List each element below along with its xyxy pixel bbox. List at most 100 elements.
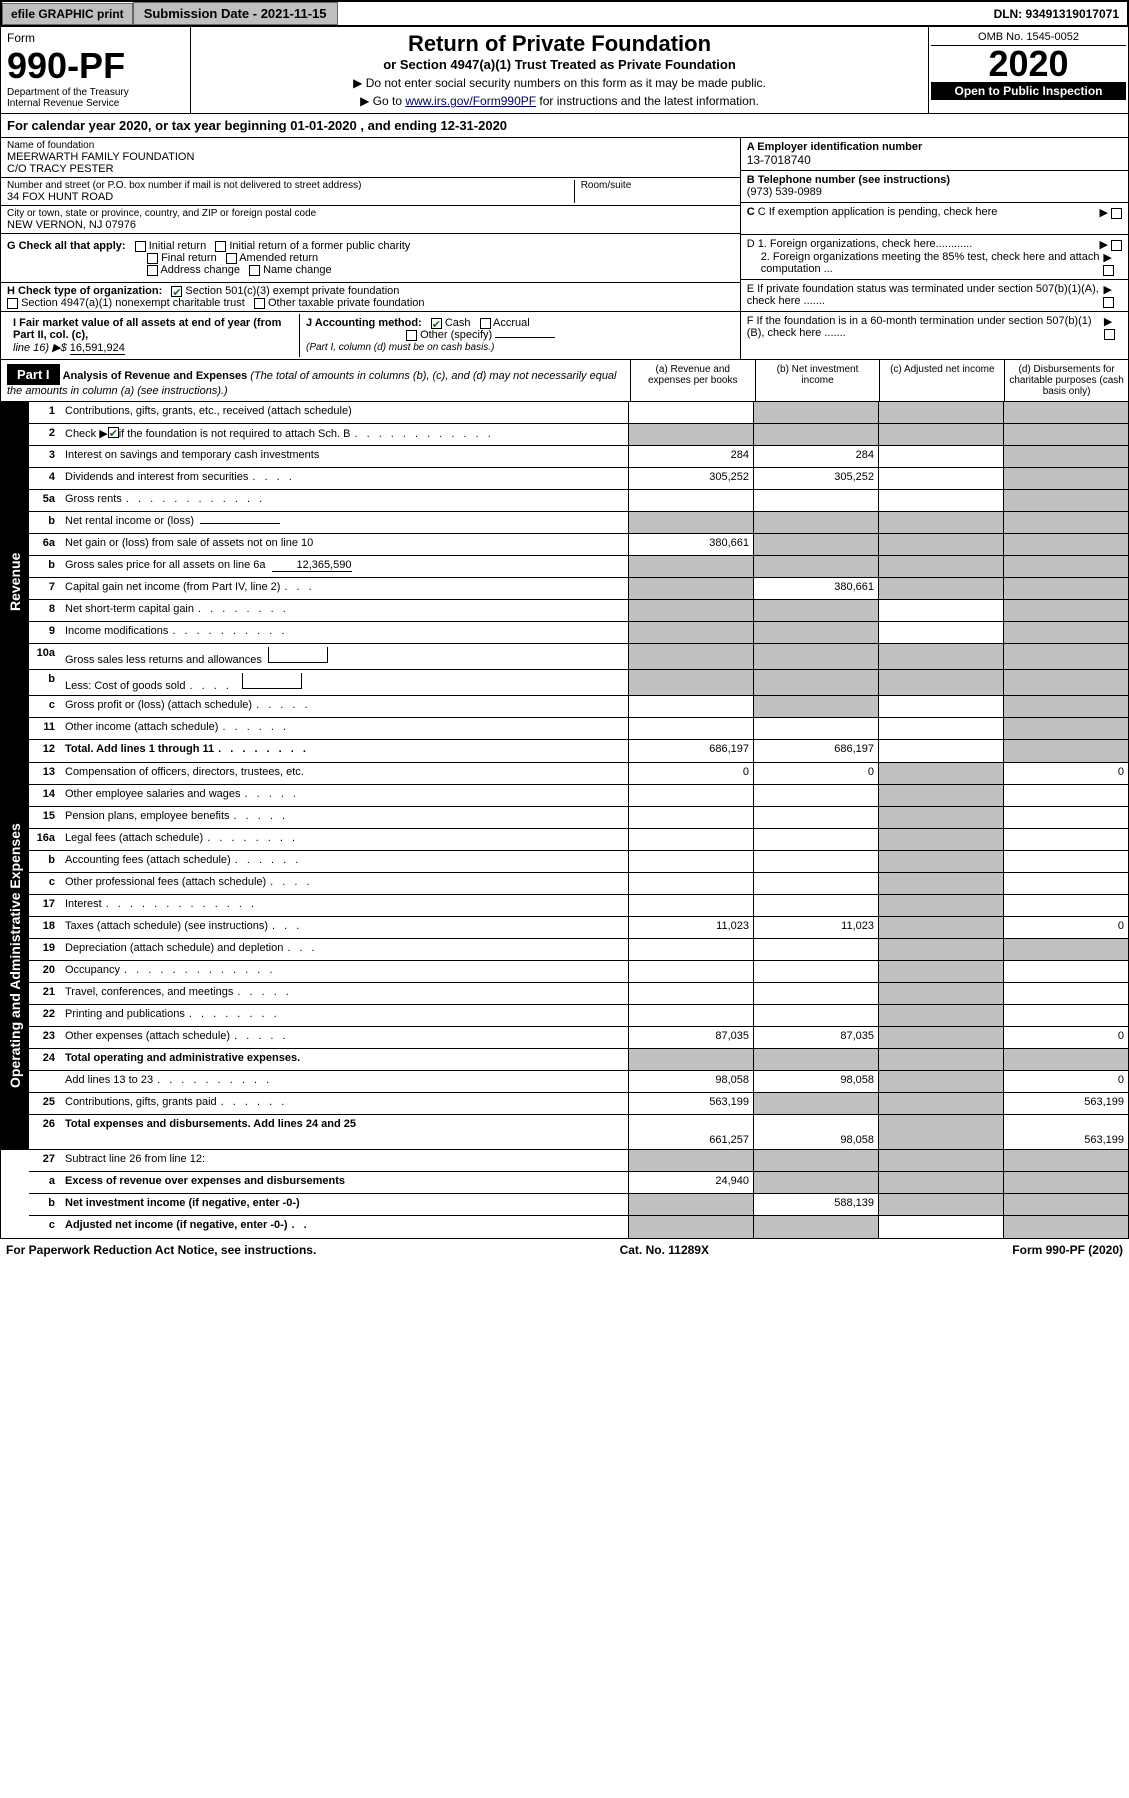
row-5b: Net rental income or (loss) xyxy=(61,512,628,533)
row-4: Dividends and interest from securities. … xyxy=(61,468,628,489)
e-label: E If private foundation status was termi… xyxy=(747,283,1104,308)
checkbox-c[interactable] xyxy=(1111,208,1122,219)
col-a-header: (a) Revenue and expenses per books xyxy=(630,360,755,401)
header-left: Name of foundation MEERWARTH FAMILY FOUN… xyxy=(1,138,740,359)
checkbox-4947[interactable] xyxy=(7,298,18,309)
foundation-name: MEERWARTH FAMILY FOUNDATION xyxy=(7,151,734,163)
d1-label: D 1. Foreign organizations, check here..… xyxy=(747,238,973,251)
row-27b: Net investment income (if negative, ente… xyxy=(61,1194,628,1215)
header-right: A Employer identification number 13-7018… xyxy=(740,138,1128,359)
checkbox-accrual[interactable] xyxy=(480,318,491,329)
top-bar: efile GRAPHIC print Submission Date - 20… xyxy=(0,0,1129,27)
checkbox-501c3[interactable] xyxy=(171,286,182,297)
tax-year: 2020 xyxy=(931,46,1126,82)
checkbox-other-specify[interactable] xyxy=(406,330,417,341)
h-501: Section 501(c)(3) exempt private foundat… xyxy=(185,285,399,297)
v26d: 563,199 xyxy=(1003,1115,1128,1149)
v27bb: 588,139 xyxy=(753,1194,878,1215)
g-addr: Address change xyxy=(160,264,240,276)
v6b-val: 12,365,590 xyxy=(272,559,352,572)
revenue-side-label: Revenue xyxy=(1,402,29,762)
checkbox-d2[interactable] xyxy=(1103,265,1114,276)
ein-label: A Employer identification number xyxy=(747,141,923,153)
g-label: G Check all that apply: xyxy=(7,240,126,252)
checkbox-cash[interactable] xyxy=(431,318,442,329)
dept-label: Department of the Treasury xyxy=(7,87,184,98)
form990pf-link[interactable]: www.irs.gov/Form990PF xyxy=(405,94,536,108)
row-11: Other income (attach schedule). . . . . … xyxy=(61,718,628,739)
row-22: Printing and publications. . . . . . . . xyxy=(61,1005,628,1026)
i-line: line 16) ▶$ xyxy=(13,342,67,354)
entity-header: Name of foundation MEERWARTH FAMILY FOUN… xyxy=(0,138,1129,360)
g-final: Final return xyxy=(161,252,217,264)
checkbox-amended[interactable] xyxy=(226,253,237,264)
footer-left: For Paperwork Reduction Act Notice, see … xyxy=(6,1243,316,1257)
revenue-table: Revenue 1Contributions, gifts, grants, e… xyxy=(0,402,1129,763)
form-center: Return of Private Foundation or Section … xyxy=(191,27,928,113)
calyear-end: 12-31-2020 xyxy=(441,118,508,133)
v18a: 11,023 xyxy=(628,917,753,938)
room-label: Room/suite xyxy=(581,180,734,191)
footer-cat: Cat. No. 11289X xyxy=(620,1243,709,1257)
pub2-pre: ▶ Go to xyxy=(360,94,405,108)
checkbox-initial-public[interactable] xyxy=(215,241,226,252)
checkbox-name-change[interactable] xyxy=(249,265,260,276)
checkbox-d1[interactable] xyxy=(1111,240,1122,251)
checkbox-schb[interactable] xyxy=(108,427,119,438)
v18b: 11,023 xyxy=(753,917,878,938)
row-15: Pension plans, employee benefits. . . . … xyxy=(61,807,628,828)
row-17: Interest. . . . . . . . . . . . . xyxy=(61,895,628,916)
v13b: 0 xyxy=(753,763,878,784)
v13d: 0 xyxy=(1003,763,1128,784)
checkbox-initial[interactable] xyxy=(135,241,146,252)
expenses-table: Operating and Administrative Expenses 13… xyxy=(0,763,1129,1150)
v24a: 98,058 xyxy=(628,1071,753,1092)
row-6a: Net gain or (loss) from sale of assets n… xyxy=(61,534,628,555)
v26b: 98,058 xyxy=(753,1115,878,1149)
submission-date: Submission Date - 2021-11-15 xyxy=(133,2,338,25)
col-c-header: (c) Adjusted net income xyxy=(879,360,1004,401)
row-6b: Gross sales price for all assets on line… xyxy=(61,556,628,577)
name-label: Name of foundation xyxy=(7,140,734,151)
checkbox-other-taxable[interactable] xyxy=(254,298,265,309)
efile-print-button[interactable]: efile GRAPHIC print xyxy=(2,3,133,25)
part-label: Part I xyxy=(7,364,60,385)
row-1: Contributions, gifts, grants, etc., rece… xyxy=(61,402,628,423)
row-13: Compensation of officers, directors, tru… xyxy=(61,763,628,784)
v23d: 0 xyxy=(1003,1027,1128,1048)
i-label: I Fair market value of all assets at end… xyxy=(13,317,281,341)
row-10a: Gross sales less returns and allowances xyxy=(61,644,628,669)
calyear-prefix: For calendar year 2020, or tax year begi… xyxy=(7,118,290,133)
form-header: Form 990-PF Department of the Treasury I… xyxy=(0,27,1129,114)
form-pub1: ▶ Do not enter social security numbers o… xyxy=(199,76,920,90)
arrow-icon: ▶ xyxy=(1099,239,1107,251)
calyear-mid: , and ending xyxy=(360,118,440,133)
checkbox-final[interactable] xyxy=(147,253,158,264)
foundation-co: C/O TRACY PESTER xyxy=(7,163,734,175)
v26a: 661,257 xyxy=(628,1115,753,1149)
c-label: C If exemption application is pending, c… xyxy=(758,206,998,218)
row-21: Travel, conferences, and meetings. . . .… xyxy=(61,983,628,1004)
addr-label: Number and street (or P.O. box number if… xyxy=(7,180,568,191)
v3b: 284 xyxy=(753,446,878,467)
row-16b: Accounting fees (attach schedule). . . .… xyxy=(61,851,628,872)
v4a: 305,252 xyxy=(628,468,753,489)
row-24b: Add lines 13 to 23. . . . . . . . . . xyxy=(61,1071,628,1092)
v23a: 87,035 xyxy=(628,1027,753,1048)
checkbox-f[interactable] xyxy=(1104,329,1115,340)
form-number: 990-PF xyxy=(7,45,184,87)
summary-table: 27Subtract line 26 from line 12: aExcess… xyxy=(0,1150,1129,1239)
calendar-year-row: For calendar year 2020, or tax year begi… xyxy=(0,114,1129,138)
d2-label: 2. Foreign organizations meeting the 85%… xyxy=(747,251,1104,276)
row-3: Interest on savings and temporary cash i… xyxy=(61,446,628,467)
col-b-header: (b) Net investment income xyxy=(755,360,880,401)
row-19: Depreciation (attach schedule) and deple… xyxy=(61,939,628,960)
row-5a: Gross rents. . . . . . . . . . . . xyxy=(61,490,628,511)
form-right: OMB No. 1545-0052 2020 Open to Public In… xyxy=(928,27,1128,113)
row-14: Other employee salaries and wages. . . .… xyxy=(61,785,628,806)
checkbox-e[interactable] xyxy=(1103,297,1114,308)
checkbox-addr-change[interactable] xyxy=(147,265,158,276)
row-25: Contributions, gifts, grants paid. . . .… xyxy=(61,1093,628,1114)
ein-value: 13-7018740 xyxy=(747,153,1122,167)
row-27c: Adjusted net income (if negative, enter … xyxy=(61,1216,628,1238)
